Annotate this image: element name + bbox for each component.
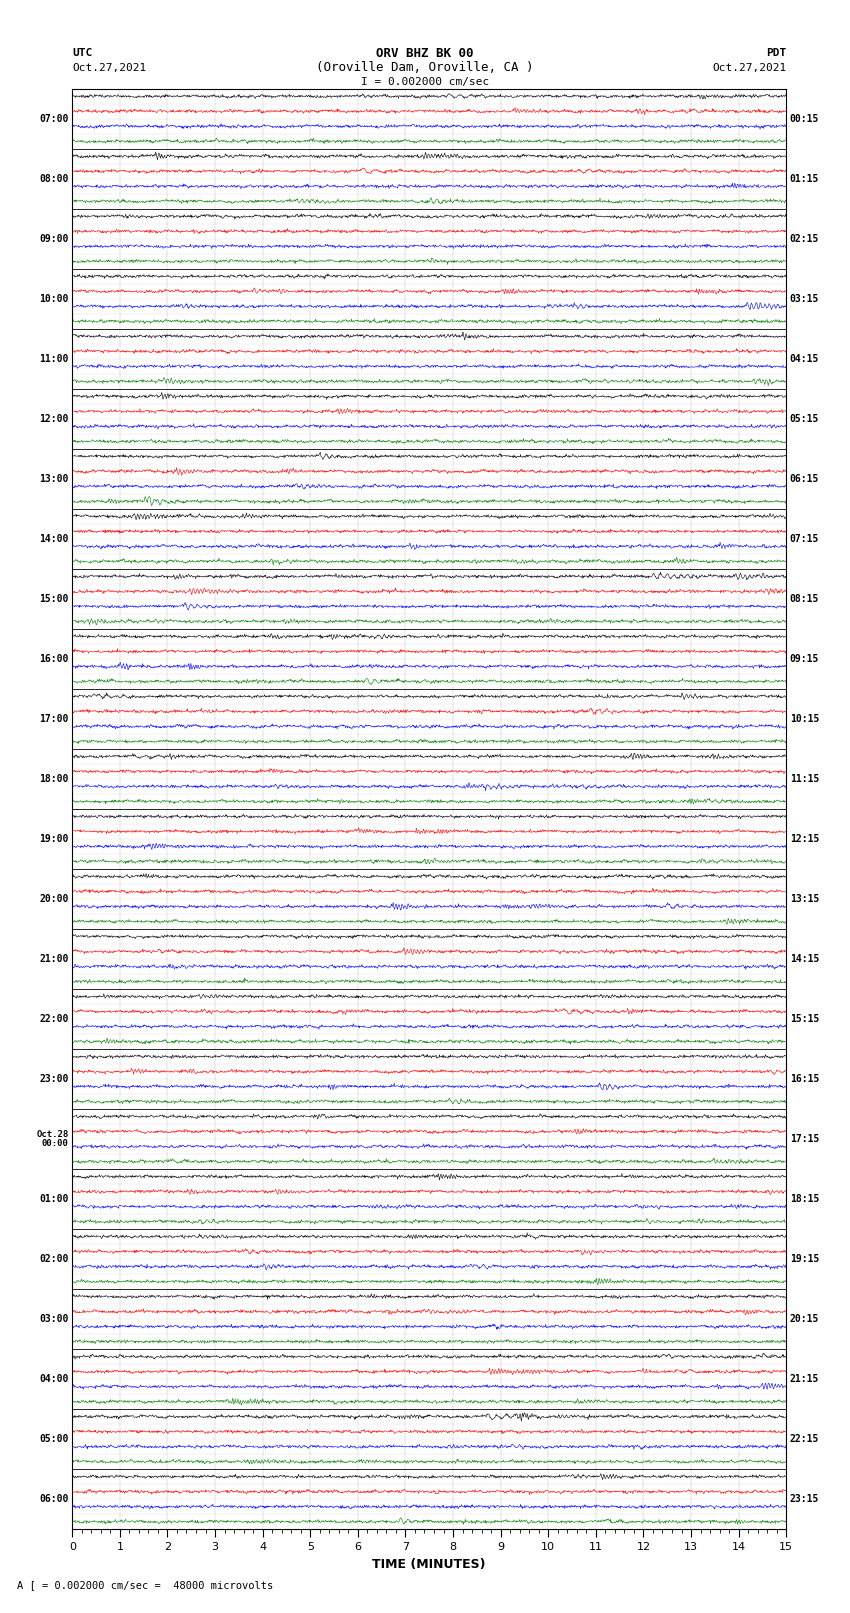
- Text: PDT: PDT: [766, 48, 786, 58]
- Text: 08:00: 08:00: [39, 174, 69, 184]
- Text: 22:00: 22:00: [39, 1015, 69, 1024]
- Text: 05:15: 05:15: [790, 415, 819, 424]
- Text: 14:15: 14:15: [790, 953, 819, 965]
- Text: 21:00: 21:00: [39, 953, 69, 965]
- Text: Oct.27,2021: Oct.27,2021: [712, 63, 786, 73]
- Text: 09:15: 09:15: [790, 653, 819, 665]
- Text: 10:15: 10:15: [790, 715, 819, 724]
- Text: 01:00: 01:00: [39, 1194, 69, 1203]
- Text: 12:00: 12:00: [39, 415, 69, 424]
- Text: A [ = 0.002000 cm/sec =  48000 microvolts: A [ = 0.002000 cm/sec = 48000 microvolts: [17, 1581, 273, 1590]
- Text: 02:00: 02:00: [39, 1253, 69, 1265]
- Text: 20:00: 20:00: [39, 894, 69, 903]
- Text: 15:15: 15:15: [790, 1015, 819, 1024]
- Text: 10:00: 10:00: [39, 294, 69, 303]
- Text: 19:15: 19:15: [790, 1253, 819, 1265]
- Text: 04:00: 04:00: [39, 1374, 69, 1384]
- Text: 16:00: 16:00: [39, 653, 69, 665]
- Text: 23:00: 23:00: [39, 1074, 69, 1084]
- Text: 17:15: 17:15: [790, 1134, 819, 1144]
- Text: ORV BHZ BK 00: ORV BHZ BK 00: [377, 47, 473, 60]
- Text: Oct.27,2021: Oct.27,2021: [72, 63, 146, 73]
- Text: 00:00: 00:00: [42, 1139, 69, 1148]
- Text: 11:00: 11:00: [39, 353, 69, 365]
- Text: 11:15: 11:15: [790, 774, 819, 784]
- Text: 20:15: 20:15: [790, 1315, 819, 1324]
- Text: UTC: UTC: [72, 48, 93, 58]
- Text: Oct.28: Oct.28: [37, 1129, 69, 1139]
- Text: 14:00: 14:00: [39, 534, 69, 544]
- Text: 03:15: 03:15: [790, 294, 819, 303]
- Text: 15:00: 15:00: [39, 594, 69, 603]
- Text: 06:15: 06:15: [790, 474, 819, 484]
- Text: 21:15: 21:15: [790, 1374, 819, 1384]
- Text: 02:15: 02:15: [790, 234, 819, 244]
- Text: 18:15: 18:15: [790, 1194, 819, 1203]
- Text: 07:15: 07:15: [790, 534, 819, 544]
- Text: 00:15: 00:15: [790, 115, 819, 124]
- Text: I = 0.002000 cm/sec: I = 0.002000 cm/sec: [361, 77, 489, 87]
- Text: 19:00: 19:00: [39, 834, 69, 844]
- X-axis label: TIME (MINUTES): TIME (MINUTES): [372, 1558, 486, 1571]
- Text: 08:15: 08:15: [790, 594, 819, 603]
- Text: 13:15: 13:15: [790, 894, 819, 903]
- Text: 18:00: 18:00: [39, 774, 69, 784]
- Text: (Oroville Dam, Oroville, CA ): (Oroville Dam, Oroville, CA ): [316, 61, 534, 74]
- Text: 22:15: 22:15: [790, 1434, 819, 1444]
- Text: 05:00: 05:00: [39, 1434, 69, 1444]
- Text: 23:15: 23:15: [790, 1494, 819, 1503]
- Text: 12:15: 12:15: [790, 834, 819, 844]
- Text: 17:00: 17:00: [39, 715, 69, 724]
- Text: 09:00: 09:00: [39, 234, 69, 244]
- Text: 06:00: 06:00: [39, 1494, 69, 1503]
- Text: 04:15: 04:15: [790, 353, 819, 365]
- Text: 07:00: 07:00: [39, 115, 69, 124]
- Text: 16:15: 16:15: [790, 1074, 819, 1084]
- Text: 03:00: 03:00: [39, 1315, 69, 1324]
- Text: 13:00: 13:00: [39, 474, 69, 484]
- Text: 01:15: 01:15: [790, 174, 819, 184]
